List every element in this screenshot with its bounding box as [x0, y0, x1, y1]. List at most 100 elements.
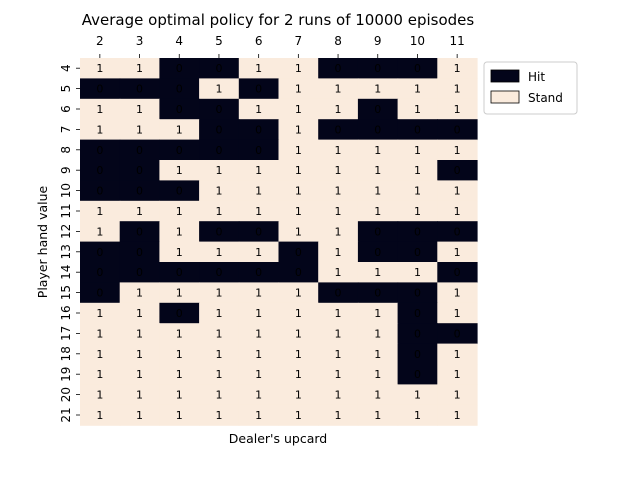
cell-value-label: 1: [335, 225, 342, 238]
heatmap-cell: [437, 241, 478, 263]
y-tick-label: 17: [59, 326, 73, 341]
cell-value-label: 0: [255, 83, 262, 96]
cell-value-label: 1: [454, 287, 461, 300]
heatmap-cell: [278, 139, 319, 161]
heatmap-cell: [278, 364, 319, 385]
x-tick-label: 7: [295, 34, 303, 48]
cell-value-label: 1: [335, 205, 342, 218]
cell-value-label: 0: [414, 348, 421, 361]
heatmap-cell: [119, 302, 160, 324]
cell-value-label: 1: [176, 389, 183, 402]
y-tick-label: 12: [59, 224, 73, 239]
cell-value-label: 1: [255, 62, 262, 75]
heatmap-cell: [199, 200, 240, 222]
heatmap-cell: [397, 119, 438, 141]
heatmap-cell: [159, 180, 200, 202]
y-tick-label: 15: [59, 285, 73, 300]
cell-value-label: 0: [215, 62, 222, 75]
heatmap-cell: [199, 343, 240, 365]
heatmap-cell: [357, 98, 399, 120]
cell-value-label: 1: [255, 389, 262, 402]
heatmap-cell: [397, 364, 438, 385]
cell-value-label: 0: [374, 246, 381, 259]
cell-value-label: 1: [374, 185, 381, 198]
heatmap-cell: [159, 302, 200, 324]
y-tick-label: 14: [59, 265, 73, 280]
heatmap-cell: [119, 221, 160, 243]
heatmap-cell: [238, 343, 280, 365]
heatmap-cell: [199, 98, 240, 120]
heatmap-cell: [159, 343, 200, 365]
heatmap-cell: [80, 323, 121, 345]
cell-value-label: 1: [255, 185, 262, 198]
heatmap-cell: [80, 98, 121, 120]
cell-value-label: 0: [335, 287, 342, 300]
cell-value-label: 0: [215, 266, 222, 279]
heatmap-cell: [159, 282, 200, 304]
x-tick-label: 6: [255, 34, 263, 48]
cell-value-label: 1: [176, 225, 183, 238]
heatmap-cell: [278, 241, 319, 263]
cell-value-label: 0: [96, 83, 103, 96]
cell-value-label: 0: [96, 266, 103, 279]
cell-value-label: 1: [374, 164, 381, 177]
cell-value-label: 1: [96, 307, 103, 320]
heatmap-cell: [199, 58, 240, 79]
heatmap-cell: [278, 404, 319, 426]
heatmap-cell: [199, 78, 240, 100]
heatmap-cell: [80, 139, 121, 161]
cell-value-label: 1: [255, 103, 262, 116]
cell-value-label: 0: [295, 266, 302, 279]
heatmap-cell: [159, 262, 200, 283]
heatmap-cell: [437, 200, 478, 222]
heatmap-cell: [318, 58, 359, 79]
cell-value-label: 1: [295, 144, 302, 157]
cell-value-label: 0: [255, 144, 262, 157]
cell-value-label: 1: [215, 164, 222, 177]
y-tick-label: 9: [59, 166, 73, 174]
heatmap-cell: [238, 302, 280, 324]
heatmap-cell: [318, 139, 359, 161]
heatmap-cell: [119, 139, 160, 161]
heatmap-cell: [159, 78, 200, 100]
cell-value-label: 1: [374, 144, 381, 157]
heatmap-cell: [238, 384, 280, 406]
cell-value-label: 1: [136, 62, 143, 75]
y-tick-label: 19: [59, 367, 73, 382]
cell-value-label: 0: [96, 246, 103, 259]
heatmap-cell: [318, 241, 359, 263]
heatmap-cell: [437, 384, 478, 406]
heatmap-cell: [80, 58, 121, 79]
heatmap-cell: [278, 221, 319, 243]
cell-value-label: 1: [335, 185, 342, 198]
heatmap-cell: [80, 384, 121, 406]
cell-value-label: 1: [215, 185, 222, 198]
cell-value-label: 0: [335, 62, 342, 75]
chart-title: Average optimal policy for 2 runs of 100…: [82, 11, 475, 29]
heatmap-cell: [199, 139, 240, 161]
cell-value-label: 1: [215, 205, 222, 218]
heatmap-cell: [119, 119, 160, 141]
cell-value-label: 1: [374, 348, 381, 361]
cell-value-label: 1: [215, 368, 222, 381]
heatmap-cell: [278, 343, 319, 365]
heatmap-cell: [278, 58, 319, 79]
heatmap-cell: [357, 160, 399, 181]
cell-value-label: 1: [335, 164, 342, 177]
heatmap-cell: [80, 78, 121, 100]
x-tick-label: 4: [175, 34, 183, 48]
heatmap-cell: [199, 404, 240, 426]
heatmap-cell: [397, 139, 438, 161]
cell-value-label: 0: [176, 307, 183, 320]
cell-value-label: 0: [136, 144, 143, 157]
heatmap-cell: [119, 160, 160, 181]
heatmap-cell: [80, 282, 121, 304]
heatmap-cell: [159, 98, 200, 120]
heatmap-cell: [437, 221, 478, 243]
heatmap-cell: [199, 302, 240, 324]
heatmap-cell: [357, 78, 399, 100]
heatmap-cell: [278, 98, 319, 120]
y-axis-label: Player hand value: [35, 185, 50, 298]
cell-value-label: 0: [255, 123, 262, 136]
cell-value-label: 1: [136, 409, 143, 422]
